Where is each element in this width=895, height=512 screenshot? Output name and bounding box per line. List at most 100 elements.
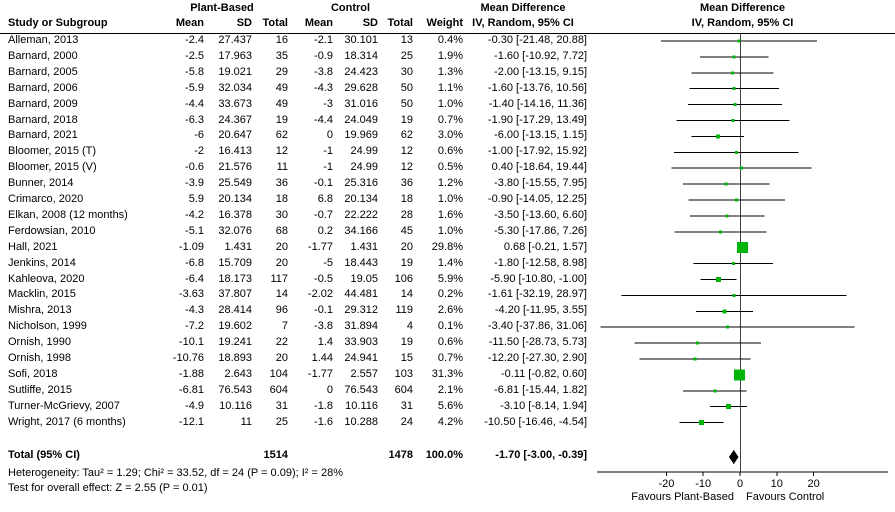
cell-weight: 2.6% (437, 304, 463, 317)
cell-pb-sd: 25.549 (218, 177, 252, 190)
cell-pb-total: 31 (275, 399, 288, 412)
study-row: Crimarco, 2020 5.9 20.134 18 6.8 20.134 18 1.0%… (0, 192, 895, 208)
cell-pb-mean: -6.8 (185, 256, 204, 269)
cell-pb-sd: 32.076 (218, 224, 252, 237)
cell-pb-total: 117 (270, 272, 288, 285)
cell-study: Barnard, 2021 (8, 129, 78, 142)
cell-pb-mean: -7.2 (185, 320, 204, 333)
heterogeneity-note: Heterogeneity: Tau² = 1.29; Chi² = 33.52… (8, 467, 343, 479)
cell-c-total: 28 (400, 208, 413, 221)
cell-pb-total: 16 (275, 34, 288, 47)
cell-c-mean: -0.7 (314, 208, 333, 221)
study-row: Kahleova, 2020 -6.4 18.173 117 -0.5 19.05 106 5… (0, 272, 895, 288)
cell-pb-total: 22 (275, 336, 288, 349)
cell-weight: 0.6% (437, 145, 463, 158)
cell-c-mean: -0.1 (314, 177, 333, 190)
cell-weight: 5.6% (437, 399, 463, 412)
cell-md-ci: -1.80 [-12.58, 8.98] (494, 256, 587, 269)
cell-study: Barnard, 2006 (8, 81, 78, 94)
cell-c-mean: -0.1 (314, 304, 333, 317)
cell-md-ci: -3.40 [-37.86, 31.06] (487, 320, 587, 333)
col-header-pb-sd: SD (236, 17, 252, 29)
cell-md-ci: -1.60 [-10.92, 7.72] (494, 49, 587, 62)
cell-c-mean: -1.8 (314, 399, 333, 412)
cell-c-mean: 1.44 (311, 352, 333, 365)
cell-c-total: 24 (400, 415, 413, 428)
cell-c-total: 30 (400, 65, 413, 78)
study-row: Sofi, 2018 -1.88 2.643 104 -1.77 2.557 103 31.3… (0, 367, 895, 383)
cell-c-total: 15 (400, 352, 413, 365)
cell-pb-sd: 11 (240, 415, 252, 428)
cell-pb-total: 7 (281, 320, 288, 333)
cell-weight: 0.6% (437, 336, 463, 349)
cell-c-sd: 1.431 (350, 240, 378, 253)
cell-pb-total: 35 (275, 49, 288, 62)
study-row: Ornish, 1998 -10.76 18.893 20 1.44 24.941 15 0.… (0, 351, 895, 367)
cell-pb-sd: 18.173 (218, 272, 252, 285)
cell-pb-total: 12 (275, 145, 288, 158)
col-header-pb-mean: Mean (175, 17, 204, 29)
cell-c-mean: -3.8 (314, 320, 333, 333)
cell-c-total: 12 (400, 161, 413, 174)
cell-md-ci: -10.50 [-16.46, -4.54] (484, 415, 587, 428)
cell-pb-total: 49 (275, 97, 288, 110)
cell-pb-sd: 10.116 (219, 399, 252, 412)
cell-pb-total: 11 (276, 161, 288, 174)
total-label: Total (95% CI) (8, 449, 80, 461)
cell-c-mean: 0 (326, 129, 333, 142)
total-pb-n: 1514 (263, 449, 288, 461)
cell-study: Barnard, 2018 (8, 113, 78, 126)
cell-c-total: 106 (394, 272, 413, 285)
cell-study: Barnard, 2000 (8, 49, 78, 62)
cell-c-sd: 29.312 (344, 304, 378, 317)
cell-c-sd: 33.903 (344, 336, 378, 349)
cell-c-sd: 19.969 (344, 129, 378, 142)
cell-md-ci: -12.20 [-27.30, 2.90] (487, 352, 587, 365)
cell-c-sd: 24.99 (350, 145, 378, 158)
study-row: Hall, 2021 -1.09 1.431 20 -1.77 1.431 20 29.8% 0… (0, 240, 895, 256)
study-row: Sutliffe, 2015 -6.81 76.543 604 0 76.543 604 2.… (0, 383, 895, 399)
cell-study: Alleman, 2013 (8, 34, 79, 47)
cell-study: Sofi, 2018 (8, 367, 58, 380)
cell-pb-mean: 5.9 (188, 193, 204, 206)
cell-c-mean: -5 (323, 256, 333, 269)
cell-md-ci: -1.60 [-13.76, 10.56] (487, 81, 587, 94)
cell-pb-mean: -4.9 (185, 399, 204, 412)
total-c-n: 1478 (388, 449, 413, 461)
cell-pb-mean: -4.2 (185, 208, 204, 221)
cell-study: Hall, 2021 (8, 240, 58, 253)
cell-weight: 5.9% (437, 272, 463, 285)
cell-pb-sd: 19.021 (218, 65, 252, 78)
cell-c-sd: 24.99 (350, 161, 378, 174)
cell-c-mean: -3 (323, 97, 333, 110)
total-ci: -1.70 [-3.00, -0.39] (495, 449, 587, 461)
plot-title: Mean Difference (700, 2, 785, 14)
cell-study: Elkan, 2008 (12 months) (8, 208, 128, 221)
cell-study: Bunner, 2014 (8, 177, 74, 190)
cell-c-mean: -3.8 (314, 65, 333, 78)
cell-weight: 4.2% (437, 415, 463, 428)
cell-c-mean: -4.3 (314, 81, 333, 94)
cell-c-sd: 25.316 (344, 177, 378, 190)
cell-c-total: 31 (400, 399, 413, 412)
study-row: Ferdowsian, 2010 -5.1 32.076 68 0.2 34.166 45 1… (0, 224, 895, 240)
cell-pb-total: 20 (275, 240, 288, 253)
cell-pb-sd: 20.647 (218, 129, 252, 142)
cell-pb-total: 96 (275, 304, 288, 317)
cell-c-sd: 18.443 (344, 256, 378, 269)
cell-pb-total: 104 (269, 367, 288, 380)
md-column-title: Mean Difference (480, 2, 566, 14)
cell-c-total: 119 (395, 304, 413, 317)
cell-md-ci: -5.90 [-10.80, -1.00] (490, 272, 587, 285)
cell-pb-sd: 16.413 (218, 145, 252, 158)
cell-c-sd: 10.116 (345, 399, 378, 412)
study-row: Alleman, 2013 -2.4 27.437 16 -2.1 30.101 13 0.4… (0, 33, 895, 49)
cell-md-ci: -1.00 [-17.92, 15.92] (487, 145, 587, 158)
cell-c-mean: 1.4 (317, 336, 333, 349)
cell-pb-mean: -2.4 (185, 34, 204, 47)
cell-c-sd: 31.894 (344, 320, 378, 333)
cell-c-total: 45 (400, 224, 413, 237)
cell-c-mean: -2.02 (307, 288, 333, 301)
cell-pb-sd: 21.576 (218, 161, 252, 174)
cell-c-total: 19 (400, 256, 413, 269)
